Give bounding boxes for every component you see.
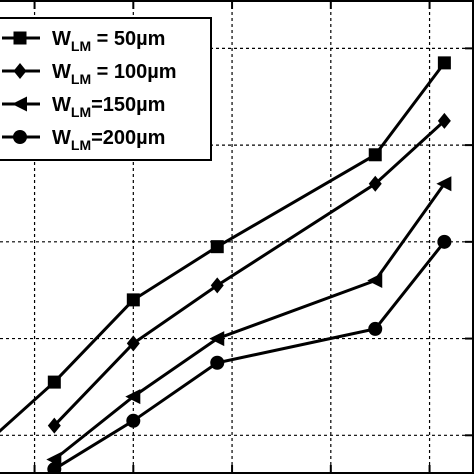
data-point	[437, 234, 452, 249]
data-point	[437, 112, 451, 129]
legend-marker	[13, 130, 27, 144]
data-point	[47, 375, 61, 389]
series-4	[47, 234, 452, 474]
legend: WLM = 50µm WLM = 100µm WLM=150µm WLM=200µm	[0, 17, 212, 161]
legend-item: WLM=200µm	[2, 127, 165, 153]
legend-item: WLM = 100µm	[2, 61, 177, 87]
series-1	[0, 56, 451, 433]
data-point	[210, 355, 225, 370]
data-point	[210, 240, 224, 254]
data-point	[209, 331, 225, 347]
data-point	[368, 175, 382, 192]
data-point	[368, 321, 383, 336]
data-point	[126, 413, 141, 428]
data-point	[210, 277, 224, 294]
series-line	[53, 119, 446, 427]
legend-item: WLM=150µm	[2, 94, 165, 120]
series-3	[46, 176, 452, 467]
data-point	[368, 148, 382, 162]
data-point	[125, 389, 141, 405]
data-point	[126, 293, 140, 307]
legend-label: WLM=150µm	[52, 94, 165, 120]
data-point	[47, 462, 62, 474]
legend-marker	[13, 63, 27, 79]
legend-label: WLM = 50µm	[52, 28, 165, 54]
data-point	[436, 176, 452, 192]
data-point	[437, 56, 451, 70]
series-layer	[0, 56, 452, 474]
legend-label: WLM = 100µm	[52, 61, 177, 87]
legend-item: WLM = 50µm	[2, 28, 165, 54]
data-point	[47, 417, 61, 434]
data-point	[367, 273, 383, 289]
data-point	[126, 335, 140, 352]
legend-label: WLM=200µm	[52, 127, 165, 153]
legend-marker	[13, 31, 27, 45]
series-line	[0, 61, 446, 433]
legend-marker	[12, 96, 27, 112]
series-2	[47, 112, 451, 434]
